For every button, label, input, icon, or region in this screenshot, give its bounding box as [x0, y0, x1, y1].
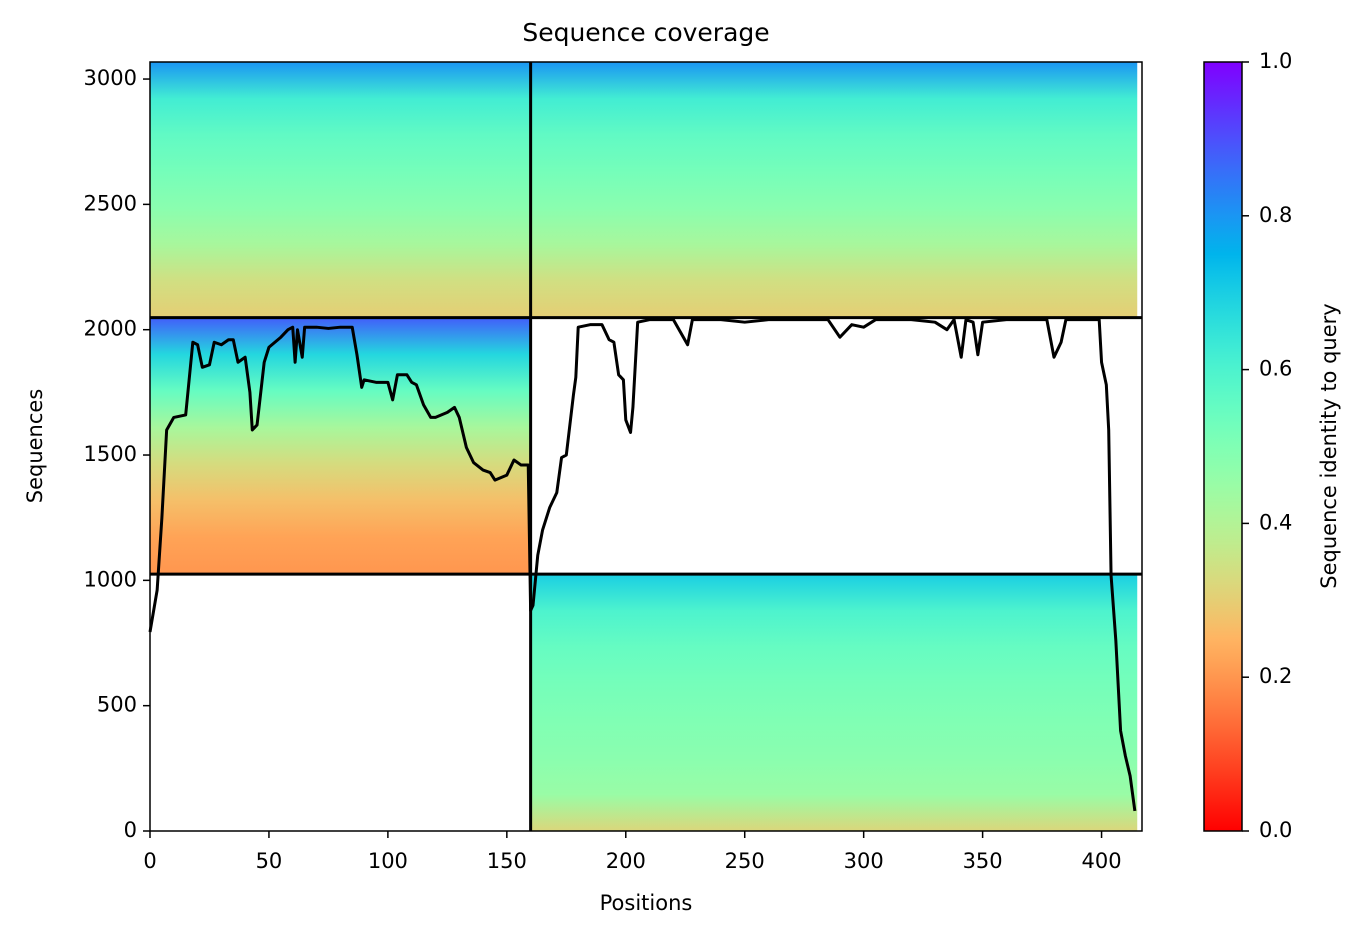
- y-tick-label: 500: [97, 693, 137, 717]
- x-tick-label: 350: [963, 849, 1003, 873]
- x-tick-label: 250: [725, 849, 765, 873]
- coverage-block: [530, 574, 1138, 831]
- x-tick-label: 200: [606, 849, 646, 873]
- x-tick-label: 300: [844, 849, 884, 873]
- y-tick-label: 1000: [84, 567, 137, 591]
- y-axis-label: Sequences: [23, 389, 47, 504]
- y-tick-label: 2500: [84, 191, 137, 215]
- colorbar-tick-label: 0.0: [1259, 818, 1292, 842]
- plot-frame: [149, 61, 1143, 832]
- y-tick-label: 1500: [84, 442, 137, 466]
- y-tick-label: 0: [124, 818, 137, 842]
- colorbar-tick-label: 0.2: [1259, 664, 1292, 688]
- colorbar-tick-label: 0.4: [1259, 510, 1292, 534]
- x-tick-label: 100: [368, 849, 408, 873]
- coverage-line: [148, 318, 1137, 812]
- y-tick-label: 2000: [84, 317, 137, 341]
- coverage-block: [150, 317, 531, 575]
- x-tick-label: 400: [1082, 849, 1122, 873]
- colorbar-tick-label: 0.8: [1259, 203, 1292, 227]
- x-tick-label: 0: [143, 849, 156, 873]
- y-tick-label: 3000: [84, 66, 137, 90]
- x-axis-label: Positions: [600, 891, 693, 915]
- colorbar-label: Sequence identity to query: [1317, 303, 1341, 588]
- colorbar-tick-label: 1.0: [1259, 49, 1292, 73]
- x-tick-label: 50: [256, 849, 283, 873]
- colorbar-tick-label: 0.6: [1259, 357, 1292, 381]
- coverage-block: [150, 62, 1138, 318]
- x-tick-label: 150: [487, 849, 527, 873]
- colorbar: [1203, 61, 1243, 832]
- chart-title: Sequence coverage: [522, 18, 769, 47]
